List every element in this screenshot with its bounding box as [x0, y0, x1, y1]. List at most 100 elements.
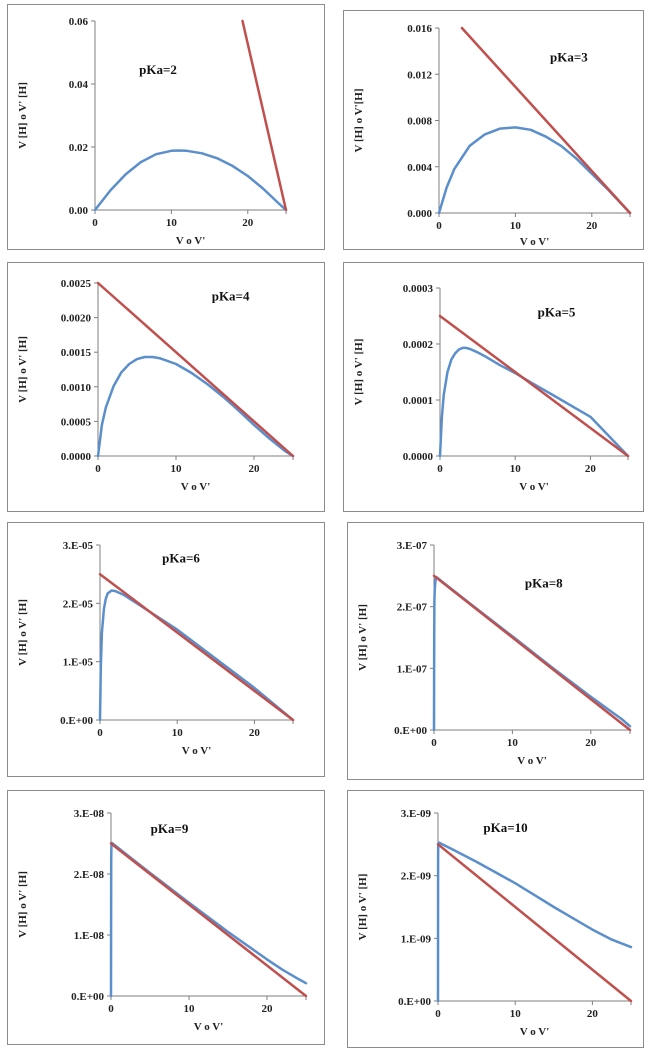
y-tick-label: 0.008 — [407, 116, 432, 128]
y-axis-title: V [H] o V' [H] — [17, 336, 29, 403]
y-tick-label: 3.E-09 — [401, 808, 432, 820]
y-axis-title: V [H] o V'[H] — [353, 88, 365, 152]
chart-panel-pka9: 0.E+00 1.E-08 2.E-08 3.E-08 0 10 20 V o V' V [H]… — [7, 790, 325, 1045]
y-axis-title: V [H] o V' [H] — [353, 339, 365, 406]
chart-svg: 0.000 0.004 0.008 0.012 0.016 0 10 20 V o V' V [H… — [353, 23, 632, 248]
x-tick-label: 20 — [242, 217, 254, 229]
x-tick-label: 10 — [510, 463, 522, 475]
y-tick-label: 0.04 — [69, 79, 89, 91]
chart-panel-pka10: 0.E+00 1.E-09 2.E-09 3.E-09 0 10 20 V o V' V [H]… — [347, 790, 644, 1048]
curve-series — [109, 841, 308, 998]
y-tick-label: 0.0005 — [61, 416, 92, 428]
x-tick-label: 20 — [249, 463, 261, 475]
x-axis-title: V o V' — [194, 1021, 224, 1033]
y-axis-title: V [H] o V' [H] — [17, 871, 29, 938]
chart-title: pKa=9 — [151, 821, 189, 836]
y-tick-label: 0.0010 — [61, 382, 92, 394]
y-axis-title: V [H] o V' [H] — [17, 82, 29, 149]
chart-svg: 0.E+00 1.E-05 2.E-05 3.E-05 0 10 20 V o V' V [H]… — [17, 540, 295, 757]
curve-series — [98, 589, 295, 722]
tangent-line-series — [432, 574, 632, 732]
chart-svg: 0.E+00 1.E-09 2.E-09 3.E-09 0 10 20 V o V' V [H]… — [357, 808, 633, 1038]
chart-title: pKa=8 — [525, 576, 563, 591]
x-tick-label: 10 — [166, 217, 178, 229]
x-axis-title: V o V' — [517, 755, 547, 767]
chart-panel-pka4: 0.0000 0.0005 0.0010 0.0015 0.0020 0.0025 0 10 2… — [7, 262, 325, 512]
y-tick-label: 3.E-05 — [63, 540, 94, 552]
y-tick-label: 2.E-07 — [397, 602, 428, 614]
tangent-line-series — [438, 314, 630, 458]
x-tick-label: 10 — [510, 1008, 522, 1020]
x-tick-label: 20 — [586, 220, 598, 232]
y-tick-label: 1.E-08 — [74, 930, 105, 942]
chart-title: pKa=5 — [538, 305, 576, 320]
curve-series — [93, 149, 288, 212]
x-tick-label: 10 — [184, 1003, 196, 1015]
curve-series — [96, 355, 295, 458]
x-tick-label: 0 — [108, 1003, 114, 1015]
y-tick-label: 0.E+00 — [398, 996, 431, 1008]
x-tick-label: 0 — [92, 217, 98, 229]
y-tick-label: 0.E+00 — [60, 715, 93, 727]
x-tick-label: 0 — [435, 1008, 441, 1020]
chart-panel-pka6: 0.E+00 1.E-05 2.E-05 3.E-05 0 10 20 V o V' V [H]… — [7, 522, 325, 777]
x-tick-label: 20 — [249, 727, 261, 739]
x-tick-label: 10 — [510, 220, 522, 232]
chart-panel-pka2: 0.00 0.02 0.04 0.06 0 10 20 V o V' V [H] o V' [H… — [7, 4, 325, 250]
y-tick-label: 0.0025 — [61, 278, 92, 290]
x-axis-title: V o V' — [181, 481, 211, 493]
y-axis-title: V [H] o V' [H] — [17, 599, 29, 666]
y-tick-label: 0.06 — [69, 16, 89, 28]
tangent-line-series — [436, 843, 633, 1003]
y-tick-label: 0.0015 — [61, 347, 92, 359]
y-tick-label: 2.E-08 — [74, 869, 105, 881]
y-axis-title: V [H] o V' [H] — [357, 874, 369, 941]
chart-title: pKa=6 — [162, 551, 200, 566]
curve-series — [437, 126, 632, 215]
x-tick-label: 0 — [436, 220, 442, 232]
y-tick-label: 0.00 — [69, 205, 89, 217]
chart-svg: 0.00 0.02 0.04 0.06 0 10 20 V o V' V [H] o V' [H… — [17, 16, 288, 247]
chart-panel-pka3: 0.000 0.004 0.008 0.012 0.016 0 10 20 V o V' V [H… — [343, 10, 644, 250]
y-tick-label: 3.E-08 — [74, 808, 105, 820]
y-tick-label: 0.0001 — [403, 395, 433, 407]
x-tick-label: 20 — [587, 1008, 599, 1020]
chart-panel-pka8: 0.E+00 1.E-07 2.E-07 3.E-07 0 10 20 V o V' V [H]… — [347, 522, 644, 780]
x-tick-label: 0 — [431, 737, 437, 749]
y-tick-label: 0.0020 — [61, 313, 92, 325]
chart-svg: 0.E+00 1.E-07 2.E-07 3.E-07 0 10 20 V o V' V [H]… — [357, 540, 632, 767]
y-tick-label: 0.0000 — [61, 451, 92, 463]
x-tick-label: 10 — [171, 463, 183, 475]
y-tick-label: 0.0003 — [403, 283, 434, 295]
chart-panel-pka5: 0.0000 0.0001 0.0002 0.0003 0 10 20 V o V' V [H]… — [343, 262, 644, 512]
x-axis-title: V o V' — [520, 1026, 550, 1038]
tangent-line-series — [109, 842, 308, 998]
y-tick-label: 0.E+00 — [394, 725, 427, 737]
x-tick-label: 20 — [585, 463, 597, 475]
x-tick-label: 0 — [97, 727, 103, 739]
x-tick-label: 10 — [507, 737, 519, 749]
chart-title: pKa=10 — [483, 820, 527, 835]
y-tick-label: 2.E-05 — [63, 598, 94, 610]
y-tick-label: 1.E-09 — [401, 933, 432, 945]
chart-title: pKa=3 — [550, 49, 588, 64]
chart-svg: 0.0000 0.0001 0.0002 0.0003 0 10 20 V o V' V [H]… — [353, 283, 630, 493]
y-tick-label: 1.E-07 — [397, 663, 428, 675]
y-tick-label: 0.0000 — [403, 451, 434, 463]
y-tick-label: 0.E+00 — [71, 991, 104, 1003]
chart-title: pKa=4 — [212, 288, 250, 303]
x-axis-title: V o V' — [519, 481, 549, 493]
y-tick-label: 0.012 — [407, 69, 432, 81]
y-tick-label: 0.000 — [407, 208, 432, 220]
chart-title: pKa=2 — [139, 62, 177, 77]
x-axis-title: V o V' — [176, 235, 206, 247]
y-tick-label: 0.004 — [407, 162, 432, 174]
x-tick-label: 10 — [172, 727, 184, 739]
tangent-line-series — [460, 26, 632, 215]
y-tick-label: 0.0002 — [403, 339, 434, 351]
y-tick-label: 2.E-09 — [401, 871, 432, 883]
x-axis-title: V o V' — [520, 236, 550, 248]
chart-svg: 0.0000 0.0005 0.0010 0.0015 0.0020 0.0025 0 10 2… — [17, 278, 295, 493]
tangent-line-series — [241, 19, 288, 212]
y-tick-label: 0.02 — [69, 142, 89, 154]
